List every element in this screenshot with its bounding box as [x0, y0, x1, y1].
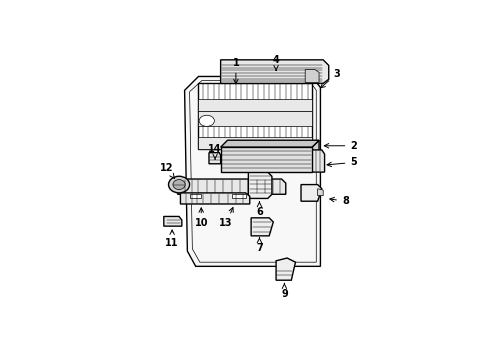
Polygon shape: [232, 194, 245, 198]
Polygon shape: [318, 189, 323, 195]
Text: 9: 9: [281, 283, 288, 299]
Text: 12: 12: [160, 163, 174, 178]
Polygon shape: [190, 81, 316, 262]
Ellipse shape: [169, 176, 190, 193]
Polygon shape: [248, 172, 272, 198]
Polygon shape: [305, 69, 319, 82]
Polygon shape: [312, 140, 319, 172]
Text: 8: 8: [330, 196, 349, 206]
Ellipse shape: [173, 180, 185, 190]
Polygon shape: [185, 76, 320, 266]
Text: 6: 6: [256, 202, 263, 217]
Text: 13: 13: [220, 207, 233, 228]
Text: 11: 11: [165, 230, 179, 248]
Polygon shape: [209, 153, 220, 164]
Polygon shape: [178, 179, 286, 194]
Polygon shape: [190, 194, 201, 198]
Polygon shape: [220, 140, 319, 147]
Text: 14: 14: [208, 144, 222, 159]
Text: 1: 1: [232, 58, 239, 84]
Ellipse shape: [199, 115, 215, 126]
Polygon shape: [198, 138, 312, 149]
Polygon shape: [164, 216, 182, 226]
Polygon shape: [198, 99, 312, 111]
Polygon shape: [301, 185, 322, 201]
Polygon shape: [220, 60, 329, 84]
Polygon shape: [287, 150, 324, 172]
Text: 3: 3: [320, 69, 341, 88]
Polygon shape: [276, 258, 295, 280]
Text: 5: 5: [327, 157, 357, 167]
Polygon shape: [198, 111, 312, 126]
Text: 10: 10: [195, 208, 208, 228]
Text: 4: 4: [273, 55, 279, 71]
Text: 2: 2: [324, 141, 357, 151]
Polygon shape: [251, 218, 273, 236]
Text: 7: 7: [256, 238, 263, 253]
Polygon shape: [198, 84, 312, 149]
Polygon shape: [180, 193, 250, 204]
Polygon shape: [220, 147, 312, 172]
